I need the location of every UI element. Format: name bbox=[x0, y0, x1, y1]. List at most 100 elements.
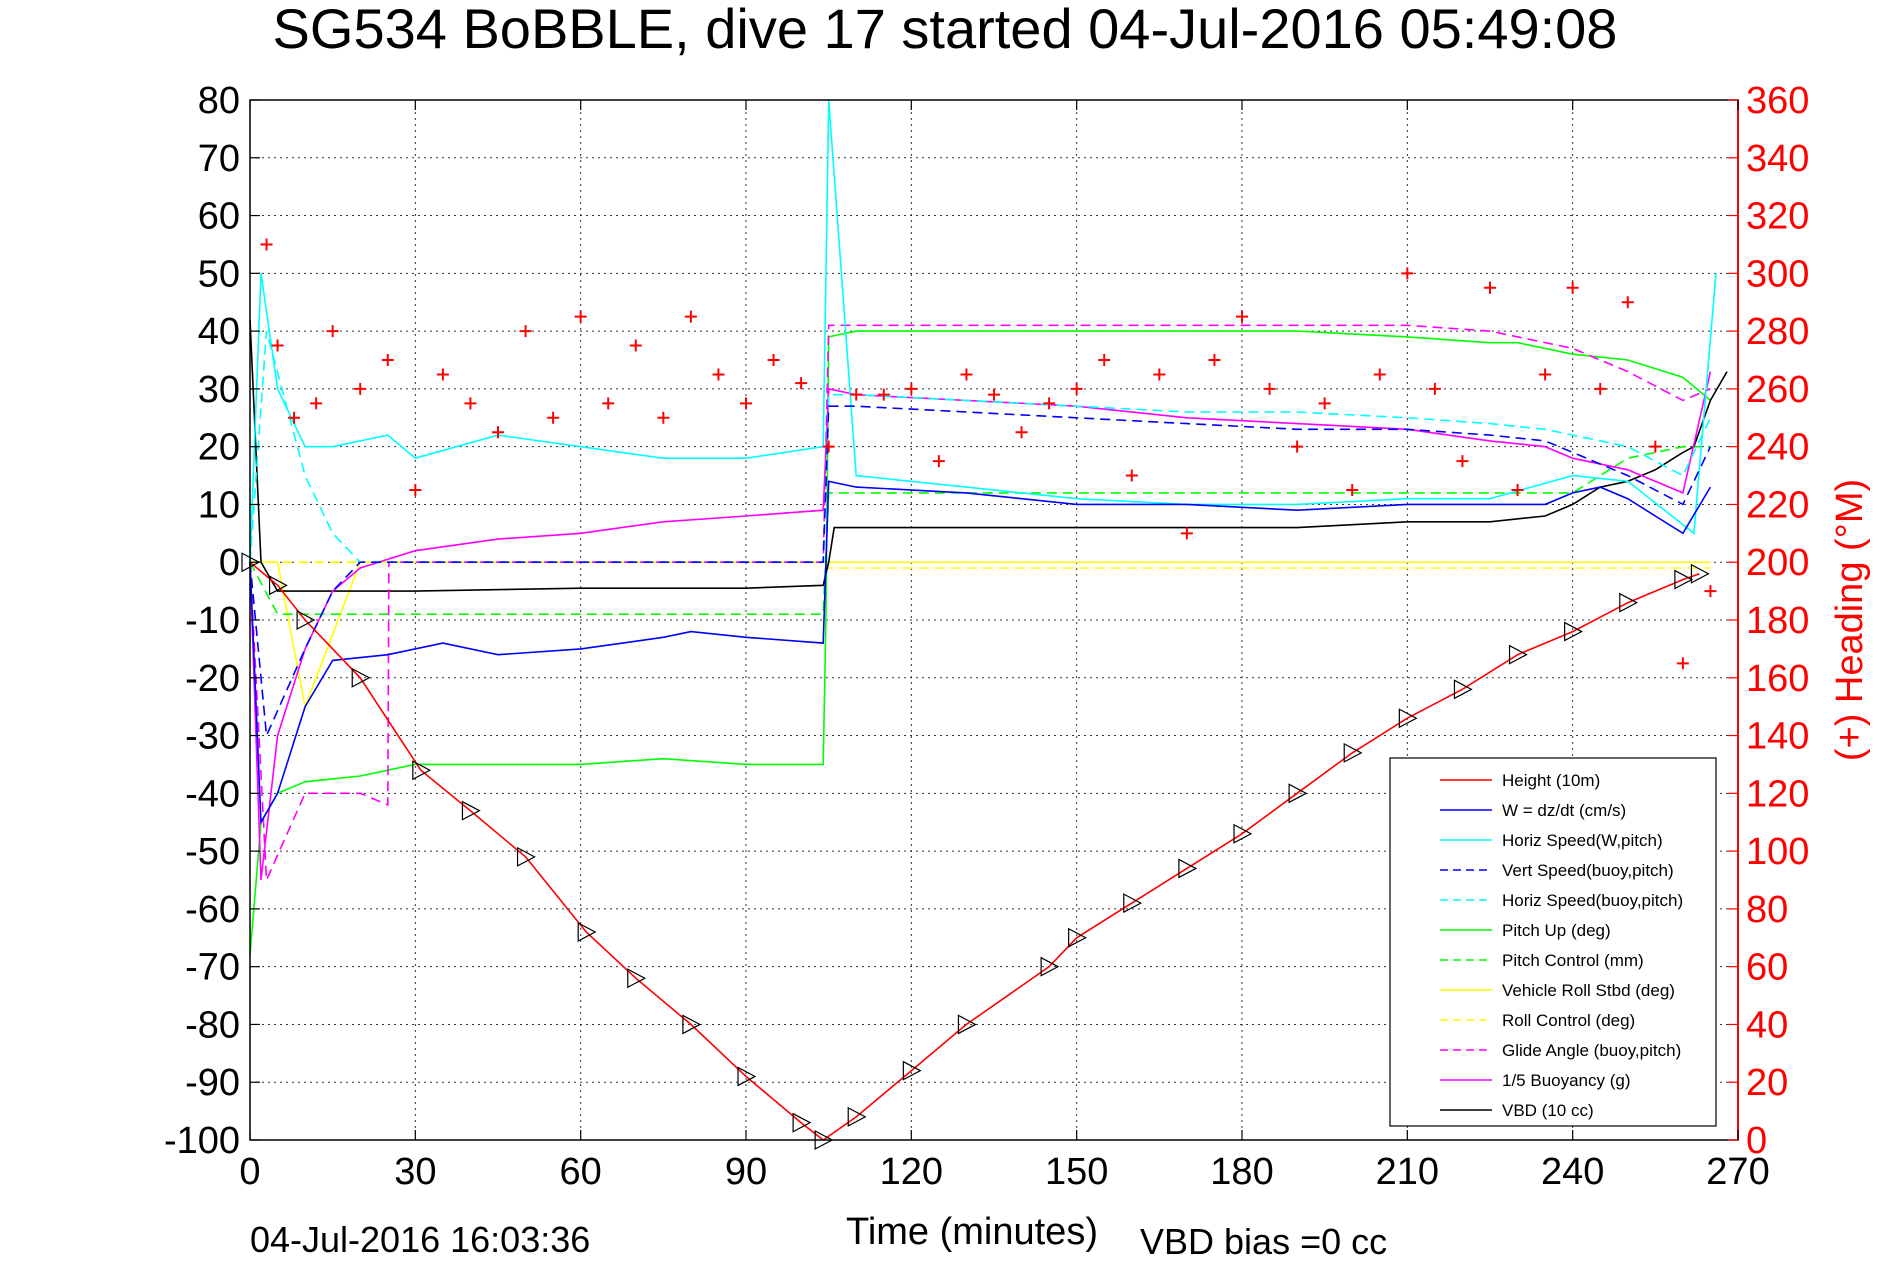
series-vbd-10-cc bbox=[249, 319, 1728, 592]
heading-marker bbox=[310, 397, 323, 410]
height-marker bbox=[902, 1060, 922, 1081]
y-tick-label: 20 bbox=[198, 427, 240, 469]
y-tick-label: 50 bbox=[198, 253, 240, 295]
y-tick-label: 30 bbox=[198, 369, 240, 411]
height-marker bbox=[1619, 592, 1639, 613]
y2-tick-label: 300 bbox=[1746, 253, 1809, 295]
y-tick-label: -90 bbox=[185, 1062, 240, 1104]
heading-marker bbox=[1649, 440, 1662, 453]
heading-marker bbox=[1428, 382, 1441, 395]
series-line bbox=[249, 330, 1712, 563]
series-horiz-speed-buoy-pitch bbox=[249, 330, 1712, 563]
height-marker bbox=[1690, 563, 1710, 584]
height-marker bbox=[847, 1106, 867, 1127]
height-marker bbox=[351, 667, 371, 688]
height-marker bbox=[1508, 644, 1528, 665]
y-tick-label: -50 bbox=[185, 831, 240, 873]
series-pitch-control-mm bbox=[249, 445, 1711, 615]
y2-tick-label: 260 bbox=[1746, 369, 1809, 411]
heading-marker bbox=[1180, 527, 1193, 540]
x-tick-label: 120 bbox=[880, 1151, 943, 1193]
heading-marker bbox=[1594, 382, 1607, 395]
heading-marker bbox=[326, 325, 339, 338]
height-marker bbox=[516, 846, 536, 867]
heading-marker bbox=[1566, 281, 1579, 294]
legend-label: W = dz/dt (cm/s) bbox=[1502, 801, 1626, 820]
heading-marker bbox=[960, 368, 973, 381]
y2-tick-label: 80 bbox=[1746, 889, 1788, 931]
height-marker bbox=[1178, 858, 1198, 879]
height-marker bbox=[792, 1112, 812, 1133]
heading-marker bbox=[684, 310, 697, 323]
heading-marker bbox=[850, 388, 863, 401]
heading-marker bbox=[905, 382, 918, 395]
heading-marker bbox=[629, 339, 642, 352]
heading-marker bbox=[1401, 267, 1414, 280]
heading-marker bbox=[1456, 455, 1469, 468]
y2-tick-label: 220 bbox=[1746, 484, 1809, 526]
height-marker bbox=[296, 610, 316, 630]
height-marker bbox=[1233, 823, 1253, 844]
heading-marker bbox=[354, 382, 367, 395]
axes: 0 30 60 90 120 150 180 210 240 270 80 70 60 50 40 30 20 1… bbox=[164, 80, 1809, 1193]
heading-marker bbox=[1208, 354, 1221, 366]
x-tick-label: 240 bbox=[1541, 1151, 1604, 1193]
x-tick-label: 210 bbox=[1376, 1151, 1439, 1193]
legend-label: Horiz Speed(W,pitch) bbox=[1502, 831, 1663, 850]
footer-timestamp: 04-Jul-2016 16:03:36 bbox=[250, 1219, 590, 1260]
x-tick-label: 0 bbox=[239, 1151, 260, 1193]
y2-tick-label: 320 bbox=[1746, 196, 1809, 238]
y-tick-label: 60 bbox=[198, 196, 240, 238]
y2-tick-label: 200 bbox=[1746, 542, 1809, 584]
legend-label: 1/5 Buoyancy (g) bbox=[1502, 1071, 1631, 1090]
series-line bbox=[249, 445, 1711, 615]
series-glide-angle-buoy-pitch bbox=[249, 324, 1711, 881]
height-marker bbox=[627, 968, 647, 989]
heading-marker bbox=[602, 397, 615, 410]
legend-label: Pitch Control (mm) bbox=[1502, 951, 1644, 970]
heading-marker bbox=[1511, 484, 1524, 496]
height-marker bbox=[957, 1014, 977, 1035]
y-tick-label: -10 bbox=[185, 600, 240, 642]
legend-label: Height (10m) bbox=[1502, 771, 1600, 790]
y2-tick-label: 360 bbox=[1746, 80, 1809, 122]
x-tick-label: 90 bbox=[725, 1151, 767, 1193]
y-tick-label: 70 bbox=[198, 138, 240, 180]
legend-label: Roll Control (deg) bbox=[1502, 1011, 1635, 1030]
heading-marker bbox=[1676, 657, 1689, 670]
heading-marker bbox=[574, 310, 587, 323]
x-tick-label: 30 bbox=[394, 1151, 436, 1193]
heading-marker bbox=[795, 377, 808, 390]
legend-label: VBD (10 cc) bbox=[1502, 1101, 1594, 1120]
y2-tick-label: 20 bbox=[1746, 1062, 1788, 1104]
y-tick-label: -80 bbox=[185, 1004, 240, 1046]
heading-marker bbox=[822, 440, 835, 453]
y-tick-label: -100 bbox=[164, 1120, 240, 1162]
y2-tick-label: 0 bbox=[1746, 1120, 1767, 1162]
series-vert-speed-buoy-pitch bbox=[249, 405, 1712, 739]
height-marker bbox=[1288, 783, 1308, 804]
series-line bbox=[249, 405, 1712, 739]
heading-marker bbox=[492, 426, 504, 439]
legend-box bbox=[1389, 757, 1717, 1127]
legend-label: Pitch Up (deg) bbox=[1502, 921, 1611, 940]
y-tick-label: 40 bbox=[198, 311, 240, 353]
y-tick-label: -60 bbox=[185, 889, 240, 931]
x-tick-label: 150 bbox=[1045, 1151, 1108, 1193]
heading-marker bbox=[712, 368, 725, 381]
y2-tick-label: 100 bbox=[1746, 831, 1809, 873]
height-marker bbox=[1674, 569, 1694, 590]
y2-tick-label: 240 bbox=[1746, 427, 1809, 469]
x-tick-label: 270 bbox=[1706, 1151, 1769, 1193]
heading-marker bbox=[436, 368, 449, 381]
heading-marker bbox=[1704, 585, 1717, 598]
y-tick-label: -30 bbox=[185, 716, 240, 758]
height-marker bbox=[577, 922, 597, 942]
heading-marker bbox=[1373, 368, 1386, 381]
x-tick-label: 180 bbox=[1210, 1151, 1273, 1193]
heading-marker bbox=[657, 411, 670, 424]
series-heading-m bbox=[260, 238, 1717, 670]
heading-marker bbox=[740, 397, 752, 410]
